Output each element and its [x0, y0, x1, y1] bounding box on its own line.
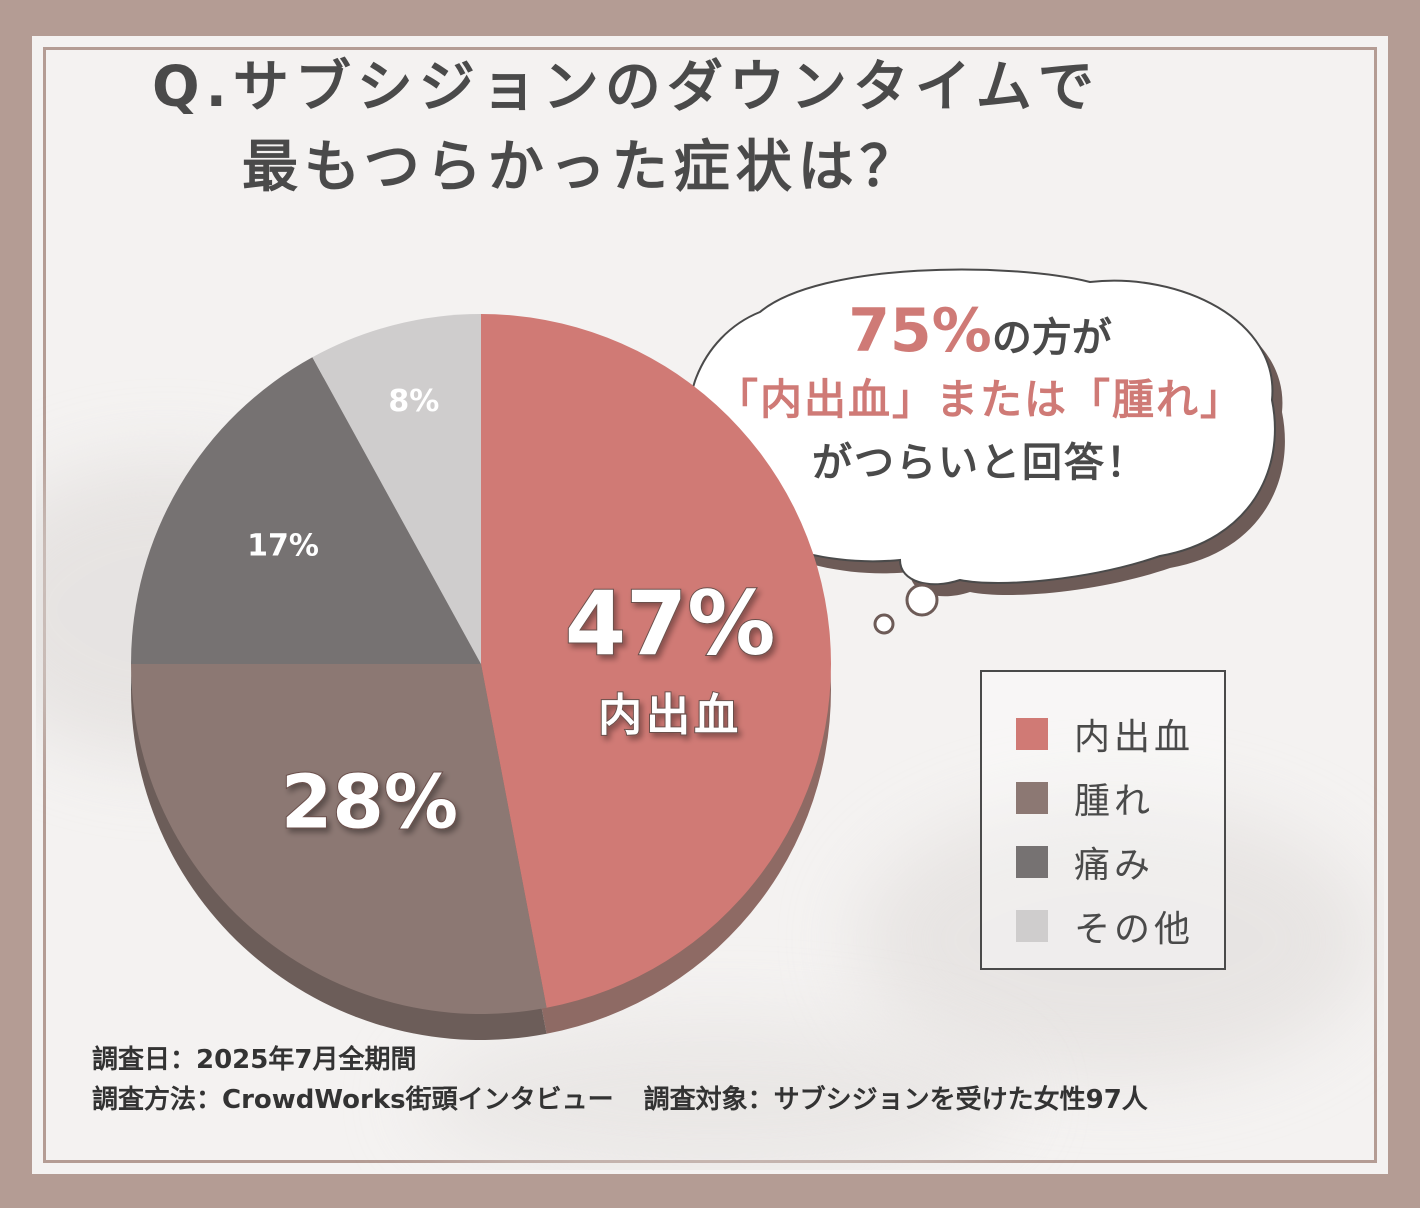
legend-label: 痛み [1074, 845, 1155, 886]
pie-value-label-sonota: 8% [388, 384, 439, 419]
survey-footer: 調査日：2025年7月全期間 調査方法：CrowdWorks街頭インタビュー 調査… [92, 1040, 1148, 1120]
title-line-2: 最もつらかった症状は？ [242, 135, 922, 200]
pie-slice-itami [131, 357, 481, 664]
pie-slice-sonota [312, 314, 481, 664]
pie-slices [131, 314, 831, 1014]
title-line-1: Q.サブシジョンのダウンタイムで [152, 55, 1100, 120]
legend-swatch [1016, 782, 1048, 814]
callout-bubble [687, 268, 1285, 635]
legend-item: 腫れ [1016, 766, 1224, 830]
legend-label: その他 [1074, 909, 1195, 950]
background-shade [856, 800, 1376, 1080]
legend-label: 腫れ [1074, 781, 1155, 822]
legend-item: その他 [1016, 894, 1224, 958]
callout-percent: 75% [848, 296, 992, 366]
pie-value-label-hare: 28% [281, 759, 458, 845]
legend-label: 内出血 [1074, 717, 1195, 758]
survey-method: 調査方法：CrowdWorks街頭インタビュー [92, 1085, 614, 1115]
pie-labels: 47% 28% 17% 8% 内出血 [247, 384, 776, 846]
background-shade [416, 1020, 1016, 1170]
legend-swatch [1016, 718, 1048, 750]
legend-item: 内出血 [1016, 702, 1224, 766]
chart-legend: 内出血 腫れ 痛み その他 [980, 670, 1226, 970]
legend-swatch [1016, 910, 1048, 942]
callout-line-1: 75%の方が [690, 300, 1270, 369]
callout-line-1-rest: の方が [991, 315, 1112, 361]
legend-swatch [1016, 846, 1048, 878]
pie-value-label-naishukketsu: 47% [565, 572, 776, 675]
legend-item: 痛み [1016, 830, 1224, 894]
survey-date: 調査日：2025年7月全期間 [92, 1045, 417, 1075]
pie-slice-hare [131, 664, 547, 1014]
pie-category-label-naishukketsu: 内出血 [598, 690, 742, 741]
pie-slice-naishukketsu [481, 314, 831, 1008]
pie-value-label-itami: 17% [247, 528, 319, 563]
callout-text: 75%の方が 「内出血」または「腫れ」 がつらいと回答！ [690, 300, 1270, 495]
survey-target: 調査対象：サブシジョンを受けた女性97人 [643, 1085, 1148, 1115]
chart-title: Q.サブシジョンのダウンタイムで 最もつらかった症状は？ [150, 48, 1210, 208]
survey-method-line: 調査方法：CrowdWorks街頭インタビュー 調査対象：サブシジョンを受けた女性… [92, 1080, 1148, 1120]
callout-line-3: がつらいと回答！ [812, 440, 1148, 486]
callout-line-2: 「内出血」または「腫れ」 [715, 375, 1244, 424]
